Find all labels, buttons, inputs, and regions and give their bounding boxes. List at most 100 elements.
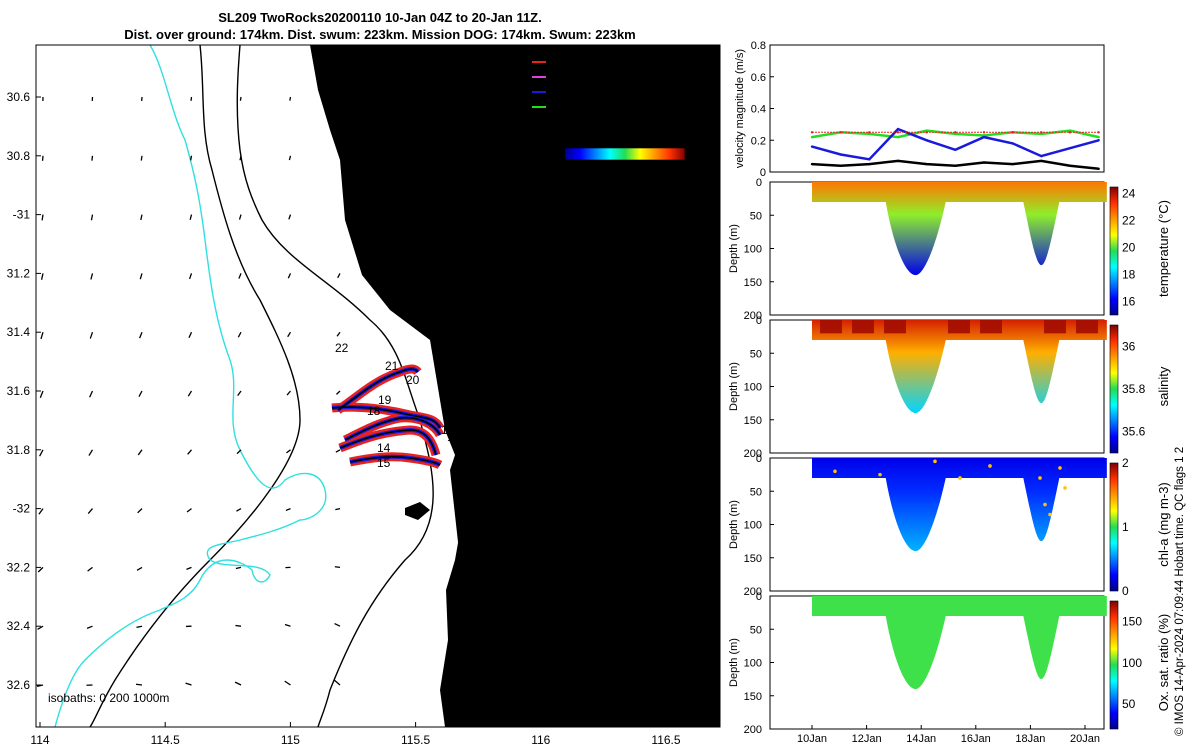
track-line bbox=[339, 429, 437, 456]
velocity-arrow bbox=[36, 684, 44, 687]
velocity-arrow bbox=[39, 449, 44, 457]
track-day-label: 21 bbox=[385, 359, 399, 373]
velocity-arrow bbox=[337, 273, 341, 279]
velocity-arrow bbox=[140, 155, 143, 161]
velocity-arrow bbox=[37, 566, 44, 573]
colorbar-tick-label: 150 bbox=[1122, 615, 1142, 629]
velocity-series-point bbox=[1040, 131, 1043, 134]
colorbar-tick-label: 50 bbox=[1122, 697, 1136, 711]
velocity-arrow bbox=[287, 273, 292, 279]
velocity-series-point bbox=[1097, 139, 1100, 142]
lat-tick-label: 30.8 bbox=[7, 149, 31, 163]
track-day-label: 11 bbox=[447, 430, 460, 444]
velocity-series-point bbox=[868, 158, 871, 161]
velocity-series-point bbox=[1011, 131, 1014, 134]
velocity-arrow bbox=[188, 273, 193, 280]
velocity-series-point bbox=[954, 131, 957, 134]
y-tick-label: 200 bbox=[744, 586, 762, 598]
velocity-arrow bbox=[139, 331, 143, 339]
isobath-shelf-cyan bbox=[54, 45, 327, 727]
velocity-arrow bbox=[289, 96, 292, 101]
colorbar-tick-label: 0 bbox=[1122, 584, 1129, 598]
velocity-arrow bbox=[237, 390, 242, 396]
profile-data-body bbox=[812, 596, 1107, 690]
chl-spot bbox=[1058, 466, 1062, 470]
legend-entry: net glider velocity bbox=[552, 100, 645, 114]
velocity-arrow bbox=[234, 681, 242, 686]
time-tick-label: 16Jan bbox=[961, 733, 991, 745]
y-tick-label: 200 bbox=[744, 310, 762, 322]
velocity-arrow bbox=[336, 331, 341, 337]
lat-tick-label: 30.6 bbox=[7, 90, 31, 104]
velocity-arrow bbox=[139, 273, 143, 280]
velocity-series-point bbox=[896, 127, 900, 131]
y-tick-label: 0 bbox=[756, 177, 762, 189]
velocity-arrow bbox=[87, 566, 93, 572]
y-axis-label: velocity magnitude (m/s) bbox=[734, 49, 746, 168]
velocity-arrow bbox=[239, 155, 242, 161]
colorbar-tick-label: 100 bbox=[1122, 656, 1142, 670]
velocity-arrow bbox=[90, 214, 94, 221]
velocity-series-point bbox=[810, 145, 814, 148]
lat-tick-label: 32.2 bbox=[7, 560, 31, 574]
chl-spot bbox=[1043, 502, 1047, 507]
velocity-series-point bbox=[839, 131, 842, 134]
velocity-series-point bbox=[1068, 146, 1072, 150]
velocity-panel: 0 0.2 0.4 0.6 0.8 velocity magnitude (m/s) bbox=[734, 40, 1105, 179]
profile-panel-4: 0 50 100 150 200 Depth (m) 50 100 150 Ox. sat. ra… bbox=[728, 591, 1171, 736]
chart-title-line-2: Dist. over ground: 174km. Dist. swum: 22… bbox=[124, 27, 636, 42]
lat-tick-label: 32.4 bbox=[7, 619, 31, 633]
velocity-arrow bbox=[88, 449, 94, 456]
y-tick-label: 50 bbox=[750, 486, 762, 498]
chl-spot bbox=[933, 459, 937, 464]
velocity-arrow bbox=[235, 566, 242, 570]
colorbar-tick-label: 0.2 bbox=[609, 167, 626, 181]
velocity-arrow bbox=[185, 682, 192, 686]
chl-spot bbox=[1038, 476, 1042, 480]
velocity-series-point bbox=[982, 131, 986, 134]
chl-spot bbox=[878, 472, 882, 477]
velocity-arrow bbox=[89, 331, 94, 339]
profile-data-body bbox=[812, 320, 1107, 414]
velocity-arrow bbox=[236, 508, 242, 512]
lat-tick-label: 32.6 bbox=[7, 678, 31, 692]
colorbar-tick-label: 35.8 bbox=[1122, 382, 1146, 396]
colorbar-tick-label: 35.6 bbox=[1122, 425, 1146, 439]
chl-spot bbox=[1063, 486, 1067, 490]
lon-tick-label: 116.5 bbox=[651, 733, 680, 747]
velocity-arrow bbox=[186, 508, 192, 513]
land-mass bbox=[310, 45, 720, 727]
lat-tick-label: 31.4 bbox=[7, 325, 31, 339]
velocity-arrow bbox=[40, 332, 44, 340]
velocity-series-point bbox=[925, 162, 928, 166]
chart-title-line-1: SL209 TwoRocks20200110 10-Jan 04Z to 20-… bbox=[218, 10, 542, 25]
velocity-series-point bbox=[982, 135, 986, 139]
velocity-arrow bbox=[187, 390, 193, 397]
velocity-arrow bbox=[336, 390, 341, 395]
high-salinity-patch bbox=[820, 320, 842, 334]
y-axis-label: Depth (m) bbox=[728, 500, 740, 549]
time-axis: 10Jan 12Jan 14Jan 16Jan 18Jan 20Jan bbox=[797, 725, 1100, 745]
velocity-arrow bbox=[288, 214, 292, 220]
colorbar-unit: (m/s) bbox=[606, 131, 636, 146]
velocity-series-point bbox=[982, 161, 986, 164]
velocity-arrow bbox=[334, 566, 341, 569]
lat-tick-label: 31.6 bbox=[7, 384, 31, 398]
track-line bbox=[349, 455, 441, 466]
velocity-series-point bbox=[1040, 154, 1043, 158]
velocity-series-point bbox=[954, 148, 957, 151]
profile-panel-3: 0 50 100 150 200 Depth (m) 0 1 2 chl-a (mg m-3) bbox=[728, 453, 1171, 598]
y-tick-label: 0.2 bbox=[751, 135, 766, 147]
high-salinity-patch bbox=[980, 320, 1002, 334]
y-tick-label: 50 bbox=[750, 210, 762, 222]
velocity-arrow bbox=[287, 331, 292, 338]
velocity-series-point bbox=[1068, 131, 1072, 134]
velocity-arrow bbox=[284, 623, 291, 627]
velocity-arrow bbox=[286, 449, 291, 454]
velocity-arrow bbox=[237, 331, 242, 338]
velocity-series-point bbox=[954, 164, 957, 167]
time-tick-label: 20Jan bbox=[1070, 733, 1100, 745]
lat-tick-label: -32 bbox=[13, 502, 31, 516]
y-tick-label: 100 bbox=[744, 244, 762, 256]
high-salinity-patch bbox=[884, 320, 906, 334]
